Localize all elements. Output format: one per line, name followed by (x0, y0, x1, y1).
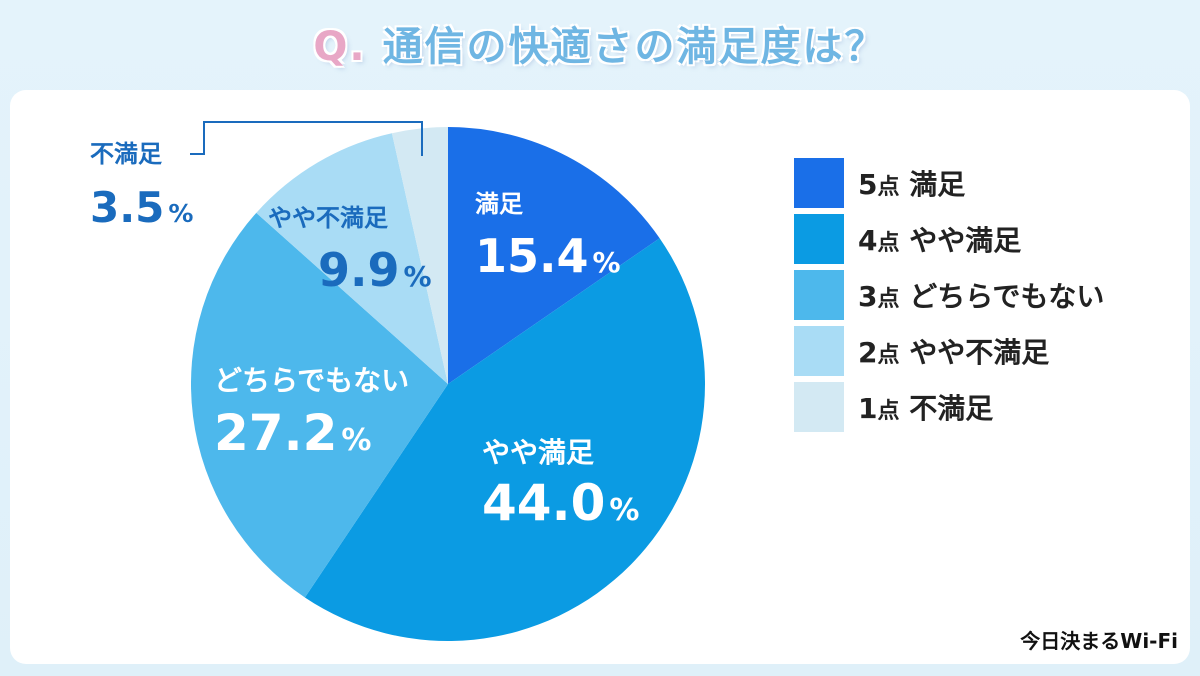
slice-category-label: 満足 (475, 190, 523, 218)
pie-slice (256, 133, 448, 384)
brand-logo-text: 今日決まるWi-Fi (1020, 629, 1178, 653)
slice-value-label: 3.5% (90, 183, 193, 232)
legend: 5点 満足 4点 やや満足 3点 どちらでもない 2点 やや不満足 1点 不満足 (794, 154, 1104, 434)
slice-value-label: 15.4% (475, 229, 621, 283)
legend-label: 1点 不満足 (858, 391, 994, 425)
slice-category-label: やや満足 (482, 436, 594, 469)
pie-slice (448, 127, 660, 384)
legend-label: 2点 やや不満足 (858, 335, 1050, 369)
title-q: Q. (313, 24, 367, 70)
pie-slice (391, 127, 448, 384)
legend-item-4: 4点 やや満足 (794, 210, 1104, 267)
chart-title: Q. 通信の快適さの満足度は？ (0, 14, 1200, 72)
legend-swatch (794, 325, 844, 376)
slice-value-label: 27.2% (214, 404, 371, 462)
legend-label: 5点 満足 (858, 167, 966, 201)
title-text: 通信の快適さの満足度は？ (382, 24, 887, 70)
legend-item-5: 5点 満足 (794, 154, 1104, 211)
legend-swatch (794, 381, 844, 432)
legend-label: 3点 どちらでもない (858, 279, 1105, 313)
pie-slice (304, 238, 705, 641)
slice-category-label: やや不満足 (268, 204, 388, 232)
legend-item-3: 3点 どちらでもない (794, 266, 1104, 323)
slice-value-label: 44.0% (482, 474, 639, 532)
slice-category-label: 不満足 (90, 140, 162, 168)
legend-item-1: 1点 不満足 (794, 378, 1104, 435)
callout-bracket (190, 121, 423, 156)
legend-swatch (794, 157, 844, 208)
legend-swatch (794, 269, 844, 320)
legend-item-2: 2点 やや不満足 (794, 322, 1104, 379)
slice-category-label: どちらでもない (214, 364, 409, 397)
pie-slice (190, 212, 448, 598)
legend-swatch (794, 213, 844, 264)
slice-value-label: 9.9% (318, 243, 432, 297)
legend-label: 4点 やや満足 (858, 223, 1022, 257)
